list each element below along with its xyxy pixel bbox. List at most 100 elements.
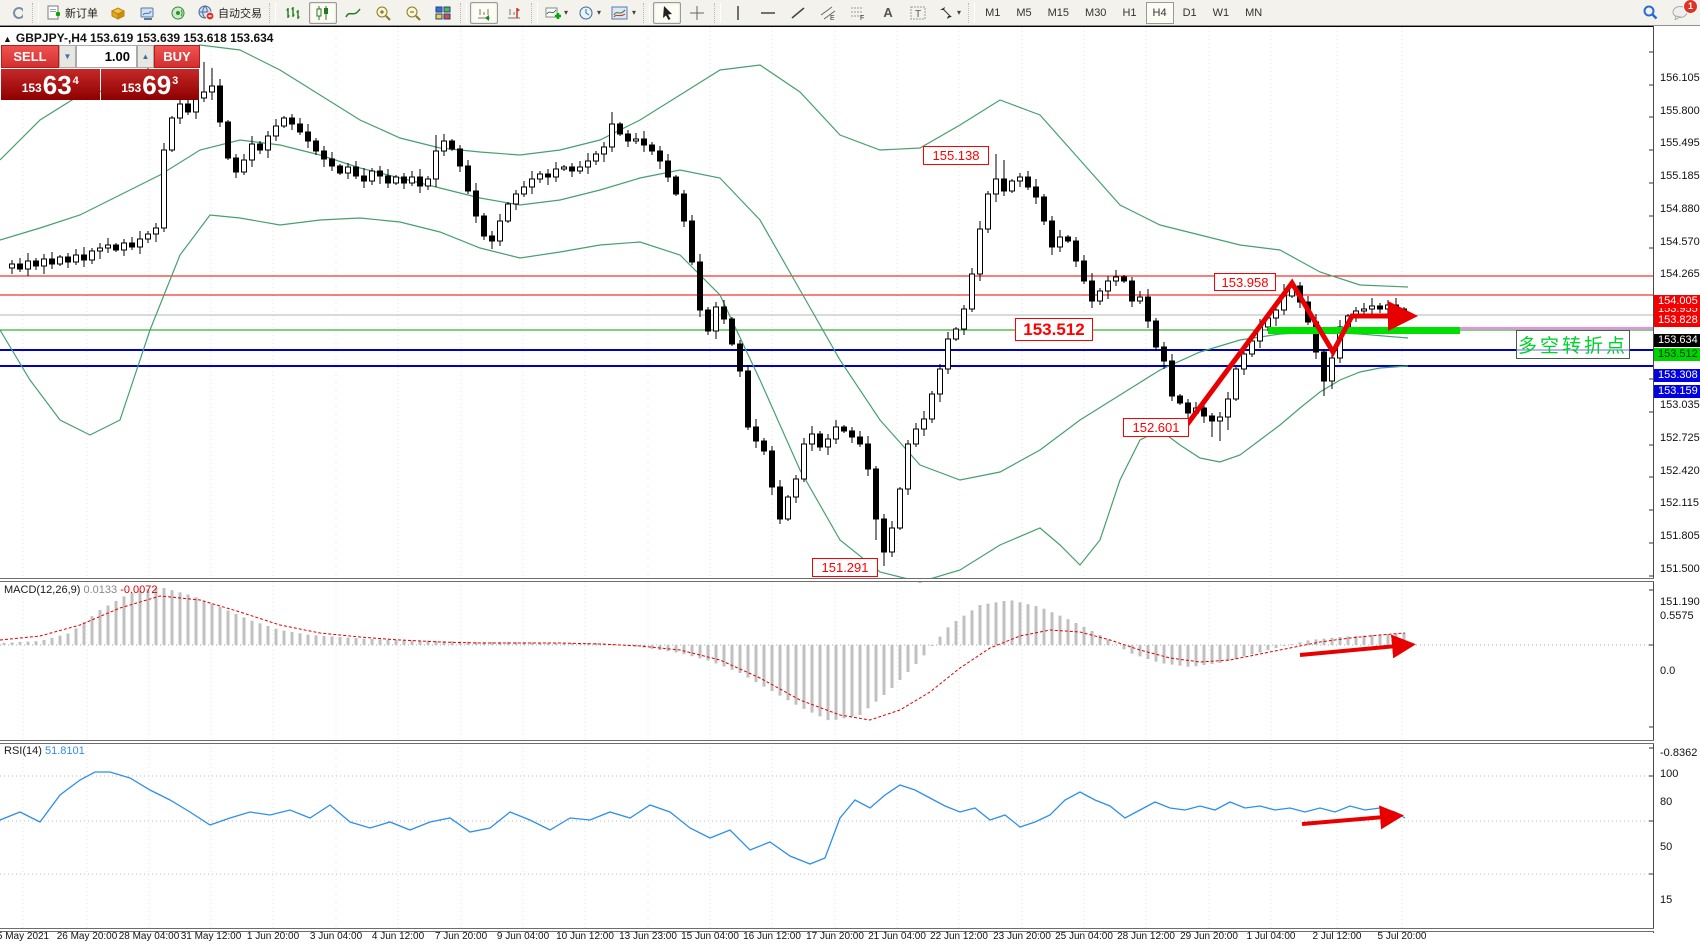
channel-tool[interactable]: E <box>814 2 842 24</box>
candle-down <box>1089 273 1095 308</box>
macd-scale-tick: 0.0 <box>1660 665 1676 677</box>
crosshair-tool-button[interactable] <box>683 2 711 24</box>
candle-up <box>937 364 943 402</box>
tile-windows-button[interactable] <box>429 2 457 24</box>
chart-shift-button[interactable] <box>500 2 528 24</box>
zoom-in-button[interactable] <box>369 2 397 24</box>
candle-up <box>265 131 271 158</box>
green-support-bar[interactable] <box>1268 327 1460 334</box>
timeframe-button-m1[interactable]: M1 <box>985 6 1001 19</box>
price-callout[interactable]: 152.601 <box>1123 418 1189 437</box>
candle-up <box>41 254 47 274</box>
candle-down <box>81 247 87 267</box>
price-callout[interactable]: 153.512 <box>1015 318 1093 341</box>
volume-input[interactable]: 1.00 <box>76 45 137 68</box>
candle-up <box>97 243 103 259</box>
buy-price-display[interactable]: 153 69 3 <box>100 69 199 100</box>
svg-text:E: E <box>830 15 835 21</box>
toolbar-separator <box>714 2 722 23</box>
candle-down <box>625 130 631 147</box>
price-callout[interactable]: 151.291 <box>812 558 878 577</box>
auto-scroll-button[interactable] <box>470 1 498 24</box>
volume-decrease-button[interactable]: ▼ <box>59 45 76 68</box>
market-watch-button[interactable] <box>134 2 162 24</box>
auto-trading-icon <box>198 5 215 20</box>
arrows-tool[interactable]: ▾ <box>934 2 965 24</box>
candle-down <box>185 98 191 115</box>
candlestick-mode-button[interactable] <box>309 1 337 24</box>
history-center-button[interactable] <box>104 2 132 24</box>
bar-chart-mode-button[interactable] <box>279 2 307 24</box>
macd-rsi-separator[interactable] <box>0 740 1654 744</box>
candle-up <box>105 238 111 253</box>
sell-button[interactable]: SELL <box>1 45 59 68</box>
candle-up <box>953 327 959 341</box>
timeframe-button-m15[interactable]: M15 <box>1047 6 1070 19</box>
cursor-tool-button[interactable] <box>653 1 682 24</box>
bull-bear-turning-point-note[interactable]: 多空转折点 <box>1516 330 1630 359</box>
macd-main-value: 0.0133 <box>83 584 118 596</box>
chart-macd-separator[interactable] <box>0 578 1654 582</box>
search-button[interactable] <box>1636 2 1664 24</box>
date-tick-label: 31 May 12:00 <box>180 931 242 942</box>
candle-up <box>1097 288 1103 305</box>
price-tag: 153.828 <box>1654 314 1700 327</box>
candle-up <box>169 116 175 152</box>
rsi-trend-arrow[interactable] <box>1301 805 1404 830</box>
candle-up <box>121 239 127 256</box>
candle-down <box>353 161 359 179</box>
text-label-tool[interactable]: T <box>904 2 932 24</box>
candle-down <box>1145 289 1151 328</box>
rsi-scale-tick: 15 <box>1660 894 1673 906</box>
timeframe-button-w1[interactable]: W1 <box>1212 6 1230 19</box>
timeframe-button-mn[interactable]: MN <box>1245 6 1263 19</box>
new-order-button[interactable]: 新订单 <box>42 2 102 24</box>
macd-trend-arrow[interactable] <box>1299 634 1416 659</box>
candle-down <box>729 317 735 346</box>
price-callout[interactable]: 155.138 <box>923 146 989 165</box>
candle-down <box>17 258 23 272</box>
periods-button[interactable]: ▾ <box>574 2 605 24</box>
candle-up <box>273 119 279 141</box>
timeframe-button-h4[interactable]: H4 <box>1145 1 1174 24</box>
price-axis: 156.105 155.800 155.495 155.185 154.880 154.5… <box>1654 26 1700 944</box>
date-tick-label: 16 Jun 12:00 <box>743 931 801 942</box>
candle-up <box>201 62 207 102</box>
candle-up <box>825 434 831 455</box>
line-chart-icon <box>345 8 361 17</box>
candle-up <box>369 168 375 185</box>
zoom-out-button[interactable] <box>399 2 427 24</box>
line-chart-mode-button[interactable] <box>339 2 367 24</box>
candle-down <box>129 237 135 250</box>
volume-increase-button[interactable]: ▲ <box>137 45 154 68</box>
indicators-button[interactable]: ▾ <box>541 2 572 24</box>
fibonacci-tool[interactable]: F <box>844 2 872 24</box>
candle-down <box>689 215 695 265</box>
horizontal-line-tool[interactable] <box>754 2 782 24</box>
signals-button[interactable] <box>164 2 192 24</box>
auto-trading-button[interactable]: 自动交易 <box>194 2 266 24</box>
candle-down <box>385 169 391 188</box>
buy-price-pips: 69 <box>142 70 172 100</box>
templates-button[interactable]: ▾ <box>607 2 640 24</box>
price-callout[interactable]: 153.958 <box>1214 273 1276 291</box>
timeframe-button-m30[interactable]: M30 <box>1085 6 1107 19</box>
candle-up <box>521 181 527 197</box>
timeframe-button-h1[interactable]: H1 <box>1122 6 1137 19</box>
red-zigzag-annotation[interactable] <box>1183 278 1418 428</box>
vertical-line-tool[interactable] <box>724 2 752 24</box>
date-tick-label: 25 Jun 04:00 <box>1055 931 1113 942</box>
text-tool[interactable]: A <box>874 2 902 24</box>
candle-down <box>857 431 863 447</box>
macd-signal-value: -0.0072 <box>120 584 158 596</box>
sell-price-display[interactable]: 153 63 4 <box>1 69 100 100</box>
trendline-tool[interactable] <box>784 2 812 24</box>
candle-down <box>705 307 711 335</box>
timeframe-button-d1[interactable]: D1 <box>1182 6 1197 19</box>
candle-up <box>73 249 79 265</box>
timeframe-button-m5[interactable]: M5 <box>1016 6 1032 19</box>
notifications-button[interactable]: 1 <box>1666 0 1698 24</box>
signal-icon <box>171 6 185 19</box>
buy-button[interactable]: BUY <box>154 45 200 68</box>
date-tick-label: 26 May 20:00 <box>56 931 118 942</box>
